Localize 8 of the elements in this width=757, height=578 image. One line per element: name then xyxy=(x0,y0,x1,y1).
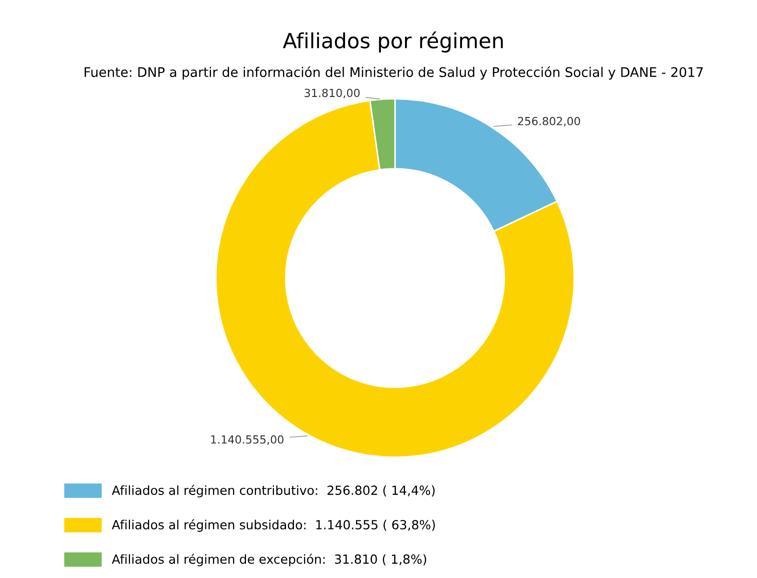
data-label: 256.802,00 xyxy=(518,116,580,126)
data-label: 1.140.555,00 xyxy=(211,435,284,445)
data-label: 31.810,00 xyxy=(304,88,360,98)
chart-title: Afiliados por régimen xyxy=(282,32,503,52)
legend-label: Afiliados al régimen subsidado: 1.140.555 ( 63,8%) xyxy=(112,519,435,532)
legend-label: Afiliados al régimen de excepción: 31.810 ( 1,8%) xyxy=(112,554,426,566)
chart-subtitle: Fuente: DNP a partir de información del Ministerio de Salud y Protección Social y DANE - 2017 xyxy=(84,66,703,80)
legend-label: Afiliados al régimen contributivo: 256.802 ( 14,4%) xyxy=(112,484,435,498)
